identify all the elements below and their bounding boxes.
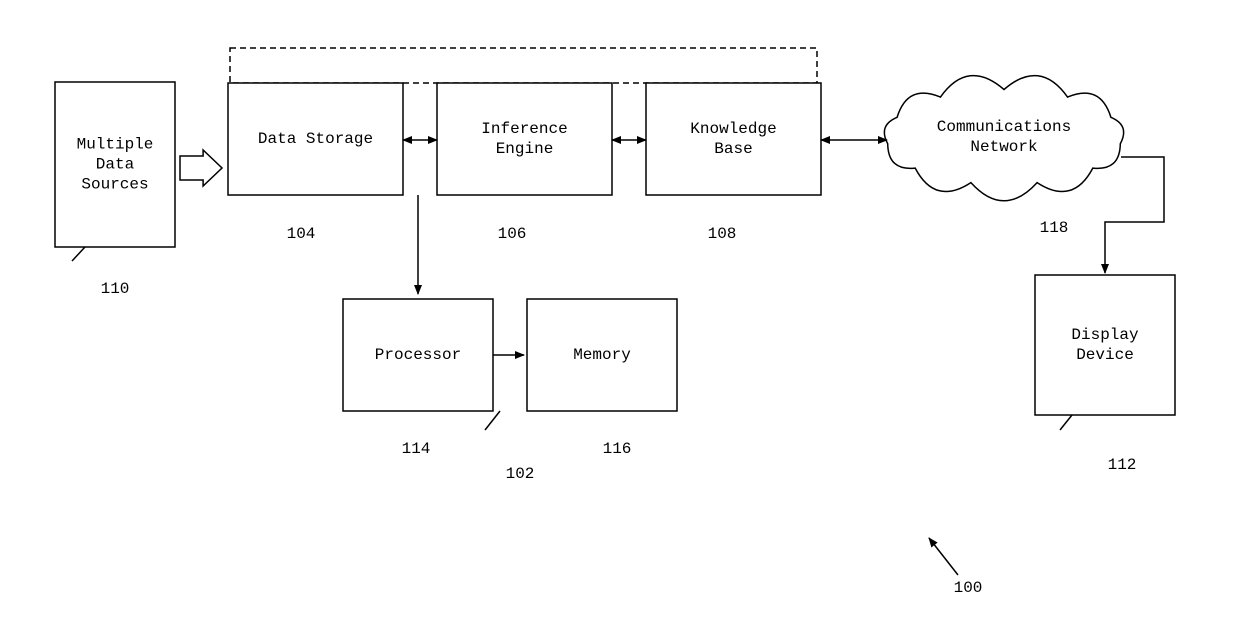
svg-text:Memory: Memory	[573, 346, 631, 364]
knowledge-base-box	[646, 83, 821, 195]
system-ref: 102	[506, 465, 535, 483]
display-device-box	[1035, 275, 1175, 415]
svg-text:Data Storage: Data Storage	[258, 130, 373, 148]
svg-text:Inference: Inference	[481, 120, 567, 138]
memory-ref: 116	[603, 440, 632, 458]
svg-text:Engine: Engine	[496, 140, 554, 158]
knowledge-base-ref: 108	[708, 225, 737, 243]
svg-text:Sources: Sources	[81, 176, 148, 194]
processor-ref: 114	[402, 440, 431, 458]
overall-ref: 100	[954, 579, 983, 597]
multiple-data-sources-ref: 110	[101, 280, 130, 298]
svg-text:Data: Data	[96, 156, 135, 174]
svg-text:Knowledge: Knowledge	[690, 120, 776, 138]
svg-text:Processor: Processor	[375, 346, 461, 364]
dashed-container	[230, 48, 817, 83]
inference-engine-ref: 106	[498, 225, 527, 243]
block-arrow	[180, 150, 222, 186]
elbow-arrow	[1105, 157, 1164, 273]
svg-text:Communications: Communications	[937, 118, 1071, 136]
svg-text:Device: Device	[1076, 346, 1134, 364]
svg-text:Network: Network	[970, 138, 1037, 156]
svg-text:Display: Display	[1071, 326, 1139, 344]
display-device-ref: 112	[1108, 456, 1137, 474]
svg-text:Base: Base	[714, 140, 752, 158]
data-storage-ref: 104	[287, 225, 316, 243]
communications-network-ref: 118	[1040, 219, 1069, 237]
inference-engine-box	[437, 83, 612, 195]
svg-text:Multiple: Multiple	[77, 136, 154, 154]
system-diagram: Multiple Data Sources 110 Data Storage 104 Inf…	[0, 0, 1240, 639]
overall-ref-arrow	[929, 538, 958, 575]
